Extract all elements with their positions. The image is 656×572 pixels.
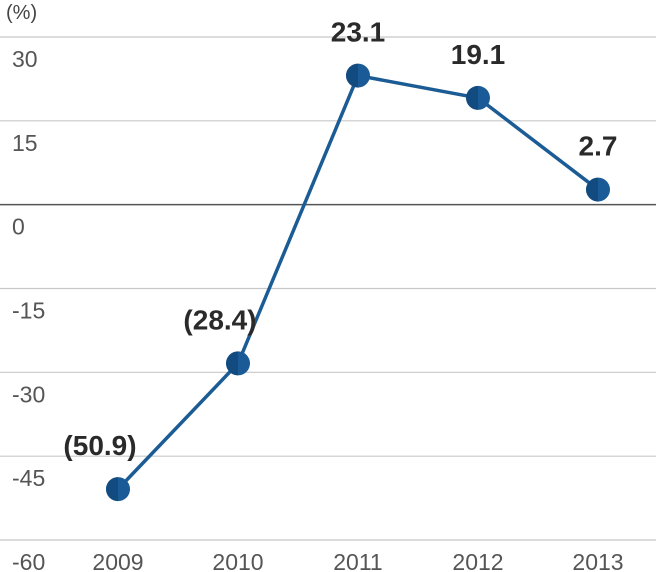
y-tick-label: 15 — [12, 130, 38, 156]
x-tick-label: 2012 — [452, 549, 503, 572]
data-point-shade — [106, 477, 118, 502]
series-line — [116, 73, 600, 491]
x-tick-label: 2009 — [92, 549, 143, 572]
data-point-shade — [226, 351, 238, 376]
y-tick-label: -30 — [12, 381, 45, 407]
data-label: 19.1 — [451, 39, 506, 70]
x-tick-label: 2011 — [333, 549, 382, 572]
data-point-shade — [586, 177, 598, 202]
data-label: 23.1 — [331, 17, 386, 48]
y-tick-label: 30 — [12, 46, 38, 72]
data-label: (28.4) — [183, 304, 256, 335]
y-axis-unit-label: (%) — [6, 2, 38, 24]
y-tick-label: 0 — [12, 214, 25, 240]
x-tick-label: 2013 — [572, 549, 623, 572]
data-point-shade — [466, 85, 479, 110]
x-tick-label: 2010 — [212, 549, 263, 572]
y-tick-label: -15 — [12, 298, 45, 324]
data-label: (50.9) — [63, 430, 136, 461]
y-tick-label: -45 — [12, 465, 45, 491]
y-tick-label: -60 — [12, 549, 45, 572]
data-point-shade — [346, 63, 358, 88]
data-label: 2.7 — [579, 131, 618, 162]
